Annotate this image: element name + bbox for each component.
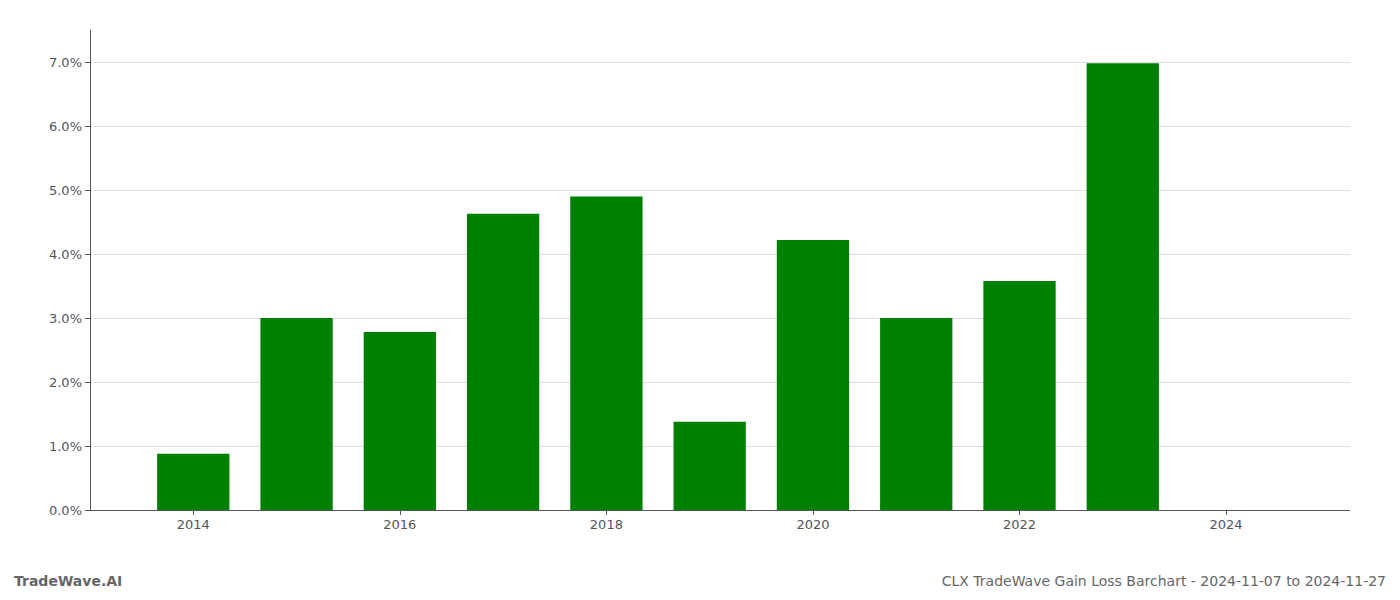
svg-text:4.0%: 4.0% bbox=[49, 247, 82, 262]
svg-text:1.0%: 1.0% bbox=[49, 439, 82, 454]
svg-text:2022: 2022 bbox=[1003, 517, 1036, 532]
svg-text:2014: 2014 bbox=[177, 517, 210, 532]
svg-text:CLX TradeWave Gain Loss Barcha: CLX TradeWave Gain Loss Barchart - 2024-… bbox=[942, 573, 1386, 589]
svg-text:6.0%: 6.0% bbox=[49, 119, 82, 134]
svg-text:5.0%: 5.0% bbox=[49, 183, 82, 198]
svg-text:TradeWave.AI: TradeWave.AI bbox=[14, 573, 122, 589]
svg-text:2024: 2024 bbox=[1210, 517, 1243, 532]
svg-text:2016: 2016 bbox=[383, 517, 416, 532]
svg-text:2.0%: 2.0% bbox=[49, 375, 82, 390]
svg-text:7.0%: 7.0% bbox=[49, 55, 82, 70]
svg-text:3.0%: 3.0% bbox=[49, 311, 82, 326]
svg-text:2020: 2020 bbox=[796, 517, 829, 532]
svg-text:2018: 2018 bbox=[590, 517, 623, 532]
svg-text:0.0%: 0.0% bbox=[49, 503, 82, 518]
